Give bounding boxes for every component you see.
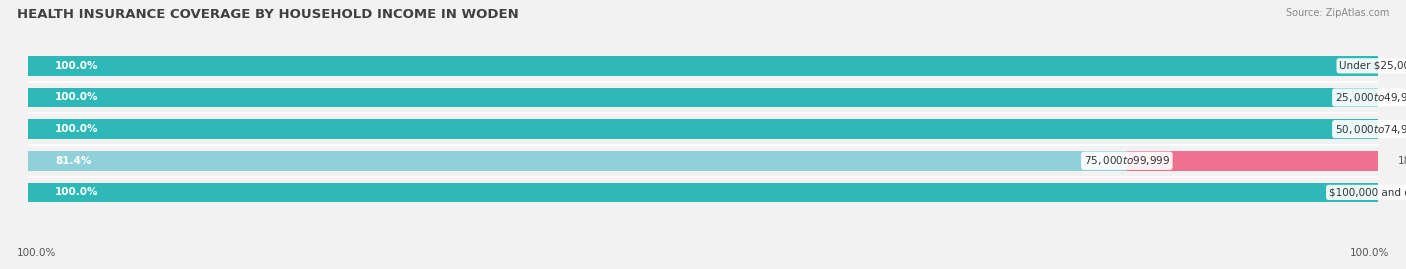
Text: 100.0%: 100.0% — [55, 61, 98, 71]
Bar — [1378, 88, 1406, 107]
Bar — [28, 183, 1378, 202]
Text: 100.0%: 100.0% — [1350, 248, 1389, 258]
Bar — [1378, 119, 1406, 139]
Bar — [28, 183, 1378, 202]
Bar — [28, 151, 1378, 171]
Text: Source: ZipAtlas.com: Source: ZipAtlas.com — [1285, 8, 1389, 18]
Bar — [1378, 183, 1406, 202]
Bar — [28, 88, 1378, 107]
Text: $75,000 to $99,999: $75,000 to $99,999 — [1084, 154, 1170, 167]
Bar — [28, 119, 1378, 139]
Text: $25,000 to $49,999: $25,000 to $49,999 — [1334, 91, 1406, 104]
Text: $50,000 to $74,999: $50,000 to $74,999 — [1334, 123, 1406, 136]
Text: 100.0%: 100.0% — [55, 93, 98, 102]
Text: 100.0%: 100.0% — [17, 248, 56, 258]
Bar — [28, 88, 1378, 107]
Text: 18.6%: 18.6% — [1398, 156, 1406, 166]
Bar — [28, 151, 1126, 171]
Bar — [28, 56, 1378, 76]
Text: 100.0%: 100.0% — [55, 124, 98, 134]
Bar — [1126, 151, 1378, 171]
Text: HEALTH INSURANCE COVERAGE BY HOUSEHOLD INCOME IN WODEN: HEALTH INSURANCE COVERAGE BY HOUSEHOLD I… — [17, 8, 519, 21]
Text: 100.0%: 100.0% — [55, 187, 98, 197]
Bar — [28, 119, 1378, 139]
Bar — [28, 56, 1378, 76]
Text: Under $25,000: Under $25,000 — [1339, 61, 1406, 71]
Text: 81.4%: 81.4% — [55, 156, 91, 166]
Text: $100,000 and over: $100,000 and over — [1329, 187, 1406, 197]
Bar — [1378, 56, 1406, 76]
